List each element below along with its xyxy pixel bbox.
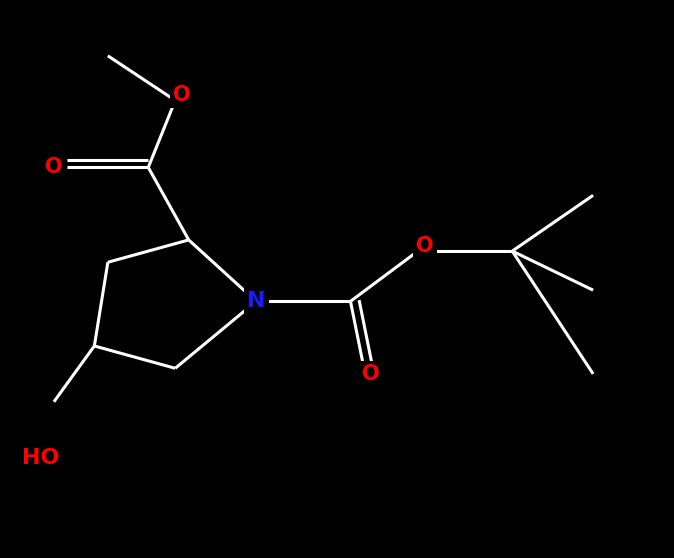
Text: N: N xyxy=(247,291,266,311)
Text: O: O xyxy=(45,157,63,177)
Text: O: O xyxy=(362,364,379,384)
Text: HO: HO xyxy=(22,448,59,468)
Text: O: O xyxy=(173,85,191,105)
Text: O: O xyxy=(416,235,433,256)
